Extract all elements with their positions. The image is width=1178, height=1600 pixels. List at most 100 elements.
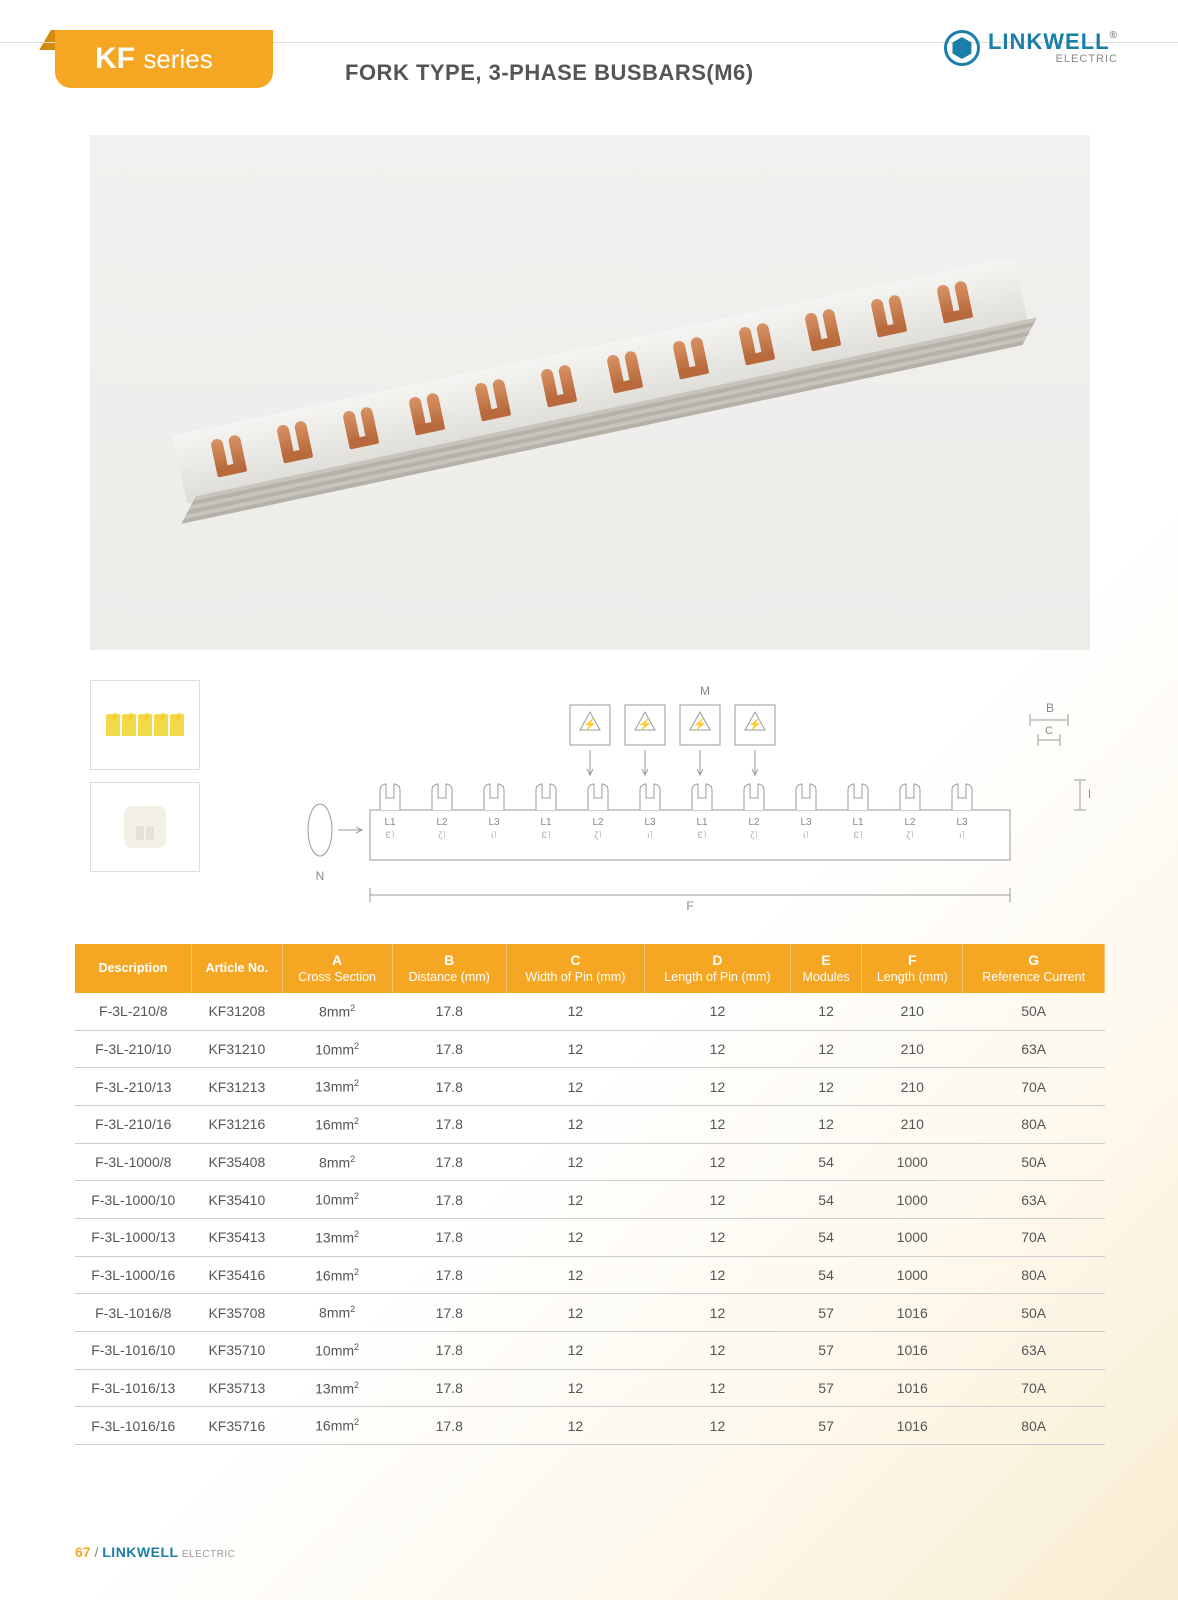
svg-text:L2: L2 bbox=[748, 817, 760, 828]
col-header: Description bbox=[75, 944, 192, 993]
table-cell: 12 bbox=[506, 1407, 644, 1445]
page-subtitle: FORK TYPE, 3-PHASE BUSBARS(M6) bbox=[345, 60, 754, 86]
table-cell: 12 bbox=[506, 1068, 644, 1106]
svg-text:L3: L3 bbox=[800, 817, 812, 828]
table-cell: 12 bbox=[506, 1332, 644, 1370]
svg-text:⚡: ⚡ bbox=[693, 718, 707, 731]
svg-text:Ɛ˥: Ɛ˥ bbox=[698, 830, 707, 840]
table-cell: 70A bbox=[963, 1219, 1105, 1257]
diag-D: D bbox=[1088, 787, 1090, 801]
table-cell: 16mm2 bbox=[282, 1407, 392, 1445]
table-cell: F-3L-1000/13 bbox=[75, 1219, 192, 1257]
table-cell: 63A bbox=[963, 1332, 1105, 1370]
table-cell: 1000 bbox=[862, 1181, 963, 1219]
table-cell: 12 bbox=[644, 1407, 790, 1445]
svg-text:Ɛ˥: Ɛ˥ bbox=[854, 830, 863, 840]
table-cell: 12 bbox=[644, 1294, 790, 1332]
table-cell: 16mm2 bbox=[282, 1256, 392, 1294]
svg-text:ι˥: ι˥ bbox=[647, 830, 652, 840]
svg-text:ζ˥: ζ˥ bbox=[594, 830, 601, 840]
table-cell: KF31210 bbox=[192, 1030, 283, 1068]
page-footer: 67 / LINKWELL ELECTRIC bbox=[75, 1544, 235, 1560]
table-cell: 17.8 bbox=[392, 1181, 506, 1219]
table-cell: 8mm2 bbox=[282, 993, 392, 1030]
col-header: Article No. bbox=[192, 944, 283, 993]
table-cell: F-3L-210/10 bbox=[75, 1030, 192, 1068]
table-cell: F-3L-1016/13 bbox=[75, 1369, 192, 1407]
table-row: F-3L-1016/8KF357088mm217.8121257101650A bbox=[75, 1294, 1105, 1332]
svg-text:ι˥: ι˥ bbox=[959, 830, 964, 840]
table-cell: 1000 bbox=[862, 1143, 963, 1181]
table-cell: 57 bbox=[790, 1332, 861, 1370]
table-cell: 12 bbox=[506, 1219, 644, 1257]
table-cell: 57 bbox=[790, 1407, 861, 1445]
table-cell: 70A bbox=[963, 1068, 1105, 1106]
table-cell: F-3L-1016/10 bbox=[75, 1332, 192, 1370]
table-cell: 12 bbox=[644, 993, 790, 1030]
table-cell: 17.8 bbox=[392, 993, 506, 1030]
table-row: F-3L-210/16KF3121616mm217.812121221080A bbox=[75, 1106, 1105, 1144]
table-cell: 1016 bbox=[862, 1332, 963, 1370]
table-cell: 63A bbox=[963, 1181, 1105, 1219]
table-cell: 12 bbox=[644, 1256, 790, 1294]
table-cell: 13mm2 bbox=[282, 1369, 392, 1407]
table-cell: 10mm2 bbox=[282, 1030, 392, 1068]
brand-logo-mark bbox=[944, 30, 980, 66]
table-cell: KF35408 bbox=[192, 1143, 283, 1181]
table-cell: KF35710 bbox=[192, 1332, 283, 1370]
col-header: EModules bbox=[790, 944, 861, 993]
col-header: BDistance (mm) bbox=[392, 944, 506, 993]
table-cell: 12 bbox=[644, 1369, 790, 1407]
svg-text:Ɛ˥: Ɛ˥ bbox=[542, 830, 551, 840]
table-cell: 17.8 bbox=[392, 1106, 506, 1144]
table-row: F-3L-210/10KF3121010mm217.812121221063A bbox=[75, 1030, 1105, 1068]
table-cell: 12 bbox=[506, 1030, 644, 1068]
thumb-warning-caps bbox=[90, 680, 200, 770]
diag-F: F bbox=[686, 899, 693, 913]
svg-text:L3: L3 bbox=[644, 817, 656, 828]
table-cell: KF31216 bbox=[192, 1106, 283, 1144]
table-cell: 12 bbox=[644, 1106, 790, 1144]
table-cell: 17.8 bbox=[392, 1219, 506, 1257]
brand-sub: ELECTRIC bbox=[988, 53, 1118, 65]
col-header: FLength (mm) bbox=[862, 944, 963, 993]
table-cell: 17.8 bbox=[392, 1256, 506, 1294]
svg-text:ζ˥: ζ˥ bbox=[438, 830, 445, 840]
table-cell: F-3L-210/13 bbox=[75, 1068, 192, 1106]
table-cell: 12 bbox=[506, 1256, 644, 1294]
svg-text:L2: L2 bbox=[904, 817, 916, 828]
table-cell: 17.8 bbox=[392, 1294, 506, 1332]
table-cell: F-3L-210/8 bbox=[75, 993, 192, 1030]
table-cell: F-3L-1016/8 bbox=[75, 1294, 192, 1332]
diag-C: C bbox=[1045, 725, 1053, 737]
table-cell: 210 bbox=[862, 1030, 963, 1068]
table-cell: 54 bbox=[790, 1143, 861, 1181]
table-cell: KF31208 bbox=[192, 993, 283, 1030]
table-cell: 12 bbox=[644, 1219, 790, 1257]
table-row: F-3L-1000/10KF3541010mm217.8121254100063… bbox=[75, 1181, 1105, 1219]
table-cell: F-3L-1016/16 bbox=[75, 1407, 192, 1445]
svg-text:L1: L1 bbox=[852, 817, 864, 828]
col-header: GReference Current bbox=[963, 944, 1105, 993]
table-cell: 8mm2 bbox=[282, 1294, 392, 1332]
table-cell: 50A bbox=[963, 993, 1105, 1030]
table-cell: 12 bbox=[506, 1369, 644, 1407]
svg-text:⚡: ⚡ bbox=[748, 718, 762, 731]
table-cell: 63A bbox=[963, 1030, 1105, 1068]
diag-B: B bbox=[1046, 701, 1054, 715]
svg-text:L3: L3 bbox=[956, 817, 968, 828]
table-cell: 12 bbox=[644, 1332, 790, 1370]
table-cell: 80A bbox=[963, 1407, 1105, 1445]
footer-brand: LINKWELL bbox=[102, 1544, 178, 1560]
svg-text:ι˥: ι˥ bbox=[803, 830, 808, 840]
spec-table: DescriptionArticle No.ACross SectionBDis… bbox=[75, 944, 1105, 1445]
table-row: F-3L-1000/13KF3541313mm217.8121254100070… bbox=[75, 1219, 1105, 1257]
table-row: F-3L-1000/8KF354088mm217.8121254100050A bbox=[75, 1143, 1105, 1181]
table-row: F-3L-1000/16KF3541616mm217.8121254100080… bbox=[75, 1256, 1105, 1294]
svg-text:L2: L2 bbox=[436, 817, 448, 828]
table-cell: 12 bbox=[790, 1030, 861, 1068]
table-cell: F-3L-1000/10 bbox=[75, 1181, 192, 1219]
table-cell: 12 bbox=[790, 1068, 861, 1106]
table-cell: 54 bbox=[790, 1256, 861, 1294]
table-row: F-3L-1016/13KF3571313mm217.8121257101670… bbox=[75, 1369, 1105, 1407]
